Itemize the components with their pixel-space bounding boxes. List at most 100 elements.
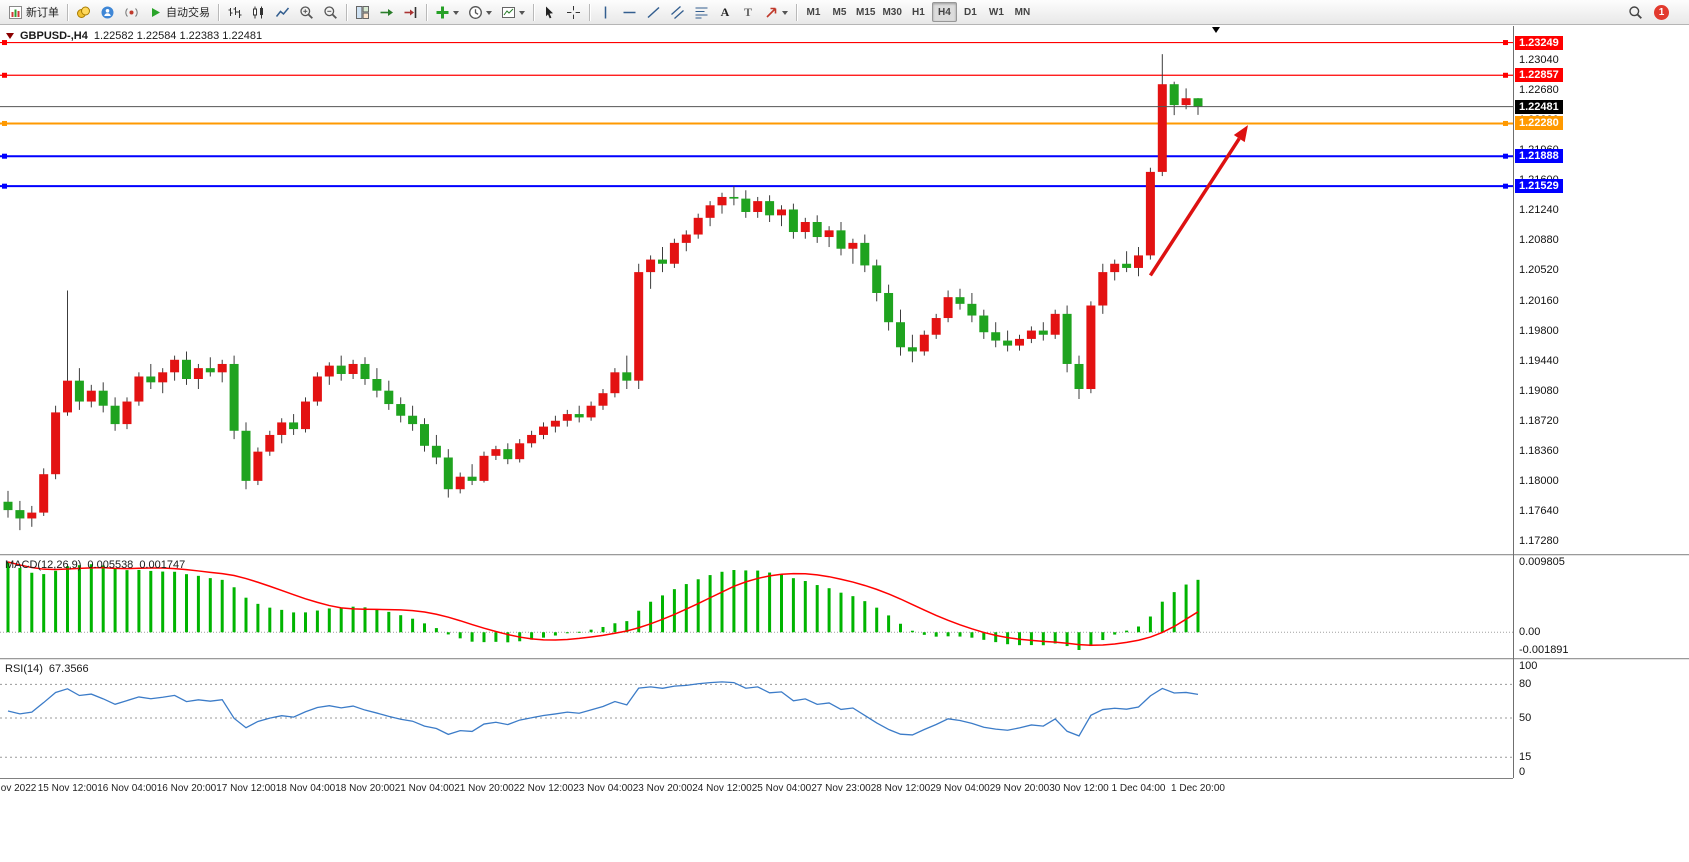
symbol-menu-icon[interactable] [6,33,14,43]
candle [455,476,465,490]
timeframe-group: M1 M5 M15 M30 H1 H4 D1 W1 MN [801,2,1035,22]
toolbar-separator [533,3,534,21]
price-badge-1.23249: 1.23249 [1515,35,1563,50]
new-order-button[interactable]: 新订单 [4,2,63,22]
auto-scroll-icon [380,8,393,16]
candlestick-chart-button[interactable] [247,2,270,22]
horizontal-line-button[interactable] [618,2,641,22]
channel-button[interactable] [666,2,689,22]
panel-splitter[interactable] [0,658,1689,660]
candle [848,242,858,249]
candle [860,242,870,266]
timeframe-button-mn[interactable]: MN [1014,6,1031,18]
macd-histogram-bar [173,571,177,633]
macd-histogram-bar [1172,592,1176,633]
chart-shift-button[interactable] [399,2,422,22]
macd-histogram-bar [637,610,641,633]
quotes-button[interactable] [72,2,95,22]
zoom-out-button[interactable] [319,2,342,22]
hline-anchor[interactable] [1503,40,1508,46]
news-button[interactable] [120,2,143,22]
hline-anchor[interactable] [2,72,7,78]
hline-anchor[interactable] [1503,120,1508,126]
crosshair-icon [567,5,580,19]
panel-splitter[interactable] [0,554,1689,556]
bar-chart-button[interactable] [223,2,246,22]
hline-anchor[interactable] [2,120,7,126]
tile-windows-button[interactable] [351,2,374,22]
macd-histogram-bar [1184,584,1188,633]
algo-trading-button[interactable]: 自动交易 [144,2,214,22]
timeframe-button-h4[interactable]: H4 [931,2,957,22]
arrows-tool-button[interactable] [760,2,792,22]
toolbar-separator [589,3,590,21]
candle [741,198,751,212]
timeframe-button-h1[interactable]: H1 [912,6,925,18]
timeframe-button-m1[interactable]: M1 [806,6,821,18]
search-button[interactable] [1624,2,1647,22]
vertical-line-button[interactable] [594,2,617,22]
symbol-period-label: GBPUSD-,H4 [20,30,88,42]
macd-histogram-bar [18,567,22,633]
hline-anchor[interactable] [1503,72,1508,78]
timeframe-button-w1[interactable]: W1 [988,6,1004,18]
hline-anchor[interactable] [2,153,7,159]
trendline-button[interactable] [642,2,665,22]
macd-histogram-bar [256,603,260,633]
candle [467,476,477,481]
hline-anchor[interactable] [1503,183,1508,189]
indicators-button[interactable] [431,2,463,22]
chart-shift-marker-icon[interactable] [1212,27,1220,37]
timeframe-button-d1[interactable]: D1 [964,6,977,18]
date-label: 28 Nov 12:00 [870,783,931,794]
new-order-label: 新订单 [26,7,59,19]
cursor-button[interactable] [538,2,561,22]
macd-indicator-label: MACD(12,26,9) 0.005538 0.001747 [5,559,185,571]
macd-histogram-bar [875,607,879,633]
macd-histogram-bar [351,606,355,633]
auto-scroll-button[interactable] [375,2,398,22]
templates-button[interactable] [497,2,529,22]
timeframe-button-m15[interactable]: M15 [856,6,876,18]
macd-histogram-bar [887,615,891,633]
line-chart-button[interactable] [271,2,294,22]
macd-histogram-bar [30,572,34,633]
candle [765,201,775,216]
hline-anchor[interactable] [2,183,7,189]
community-button[interactable] [96,2,119,22]
macd-axis-zero: 0.00 [1519,626,1541,639]
timeframe-button-m30[interactable]: M30 [882,6,902,18]
macd-histogram-bar [732,570,736,633]
label-tool-button[interactable]: T [737,2,759,22]
trend-arrow-annotation[interactable] [1148,137,1241,277]
trend-arrow-head[interactable] [1233,125,1248,143]
hline-anchor[interactable] [2,40,7,46]
rsi-name: RSI(14) [5,663,43,675]
algo-trading-label: 自动交易 [166,7,210,19]
candle [1134,255,1143,268]
notification-badge[interactable]: 1 [1654,4,1669,20]
hline-anchor[interactable] [1503,153,1508,159]
community-icon [101,6,114,18]
candle [896,322,905,348]
macd-histogram-bar [934,632,938,637]
macd-histogram-bar [625,621,629,633]
fibonacci-button[interactable] [690,2,713,22]
text-tool-button[interactable]: A [714,2,736,22]
macd-histogram-bar [327,608,331,633]
macd-histogram-bar [185,574,188,633]
macd-histogram-bar [1125,630,1129,633]
macd-histogram-bar [744,570,748,633]
periods-button[interactable] [464,2,496,22]
crosshair-button[interactable] [562,2,585,22]
macd-histogram-bar [756,570,760,633]
candle [86,390,96,402]
zoom-in-button[interactable] [295,2,318,22]
add-indicator-icon [436,6,449,18]
macd-histogram-bar [780,574,783,633]
date-label: 29 Nov 20:00 [989,783,1050,794]
timeframe-button-m5[interactable]: M5 [832,6,847,18]
candle [217,363,227,373]
macd-histogram-bar [125,570,129,633]
